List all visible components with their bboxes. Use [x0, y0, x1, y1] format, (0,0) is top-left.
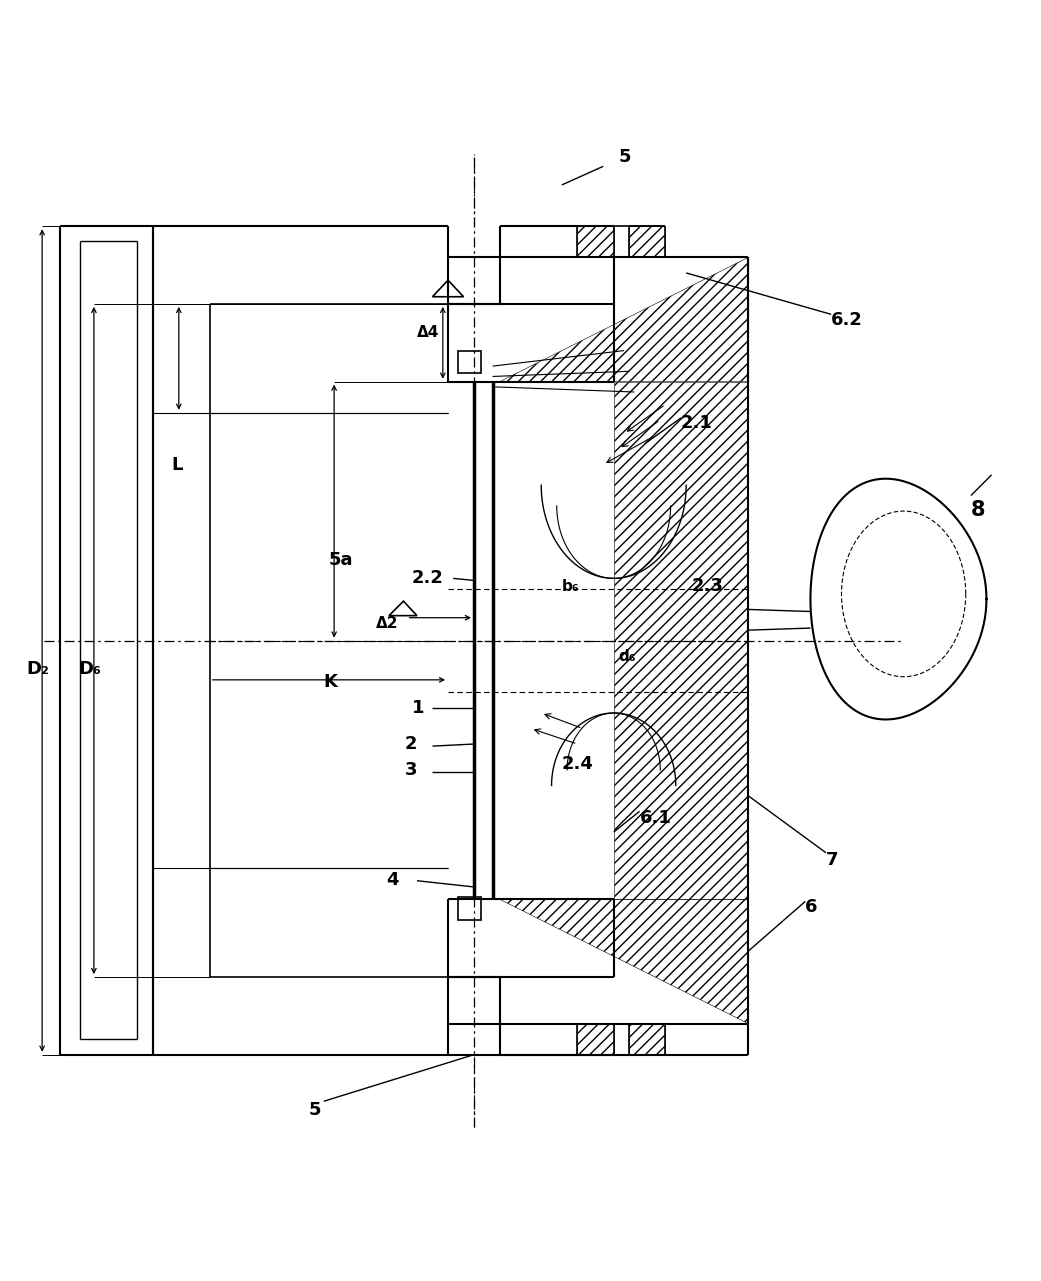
Text: 2.1: 2.1	[681, 414, 713, 432]
Text: 3: 3	[405, 761, 417, 779]
Text: d₆: d₆	[618, 649, 636, 665]
Text: Δ4: Δ4	[417, 325, 439, 341]
Text: 8: 8	[971, 501, 986, 520]
Text: 6: 6	[806, 898, 818, 916]
Text: D₆: D₆	[78, 660, 101, 678]
Bar	[629, 227, 665, 257]
Text: 5a: 5a	[329, 551, 354, 569]
Text: 6.2: 6.2	[831, 311, 863, 329]
Bar	[578, 1024, 614, 1054]
Text: b₆: b₆	[562, 579, 580, 594]
Text: Δ2: Δ2	[376, 616, 398, 632]
Text: 7: 7	[826, 851, 838, 870]
Text: 5: 5	[618, 149, 632, 167]
Text: 2.4: 2.4	[562, 755, 593, 772]
Bar	[629, 1024, 665, 1054]
Bar	[458, 897, 481, 920]
Text: 1: 1	[412, 699, 425, 717]
Text: 2.2: 2.2	[412, 569, 443, 587]
Bar	[458, 351, 481, 373]
Text: 6.1: 6.1	[639, 808, 671, 826]
Text: D₂: D₂	[27, 660, 50, 678]
Text: 2.3: 2.3	[691, 576, 723, 594]
Text: K: K	[324, 673, 337, 690]
Bar	[614, 382, 748, 899]
Bar	[578, 227, 614, 257]
Text: 4: 4	[386, 871, 399, 889]
Text: 5: 5	[308, 1100, 321, 1118]
Text: L: L	[172, 456, 183, 474]
Text: 2: 2	[405, 735, 417, 753]
